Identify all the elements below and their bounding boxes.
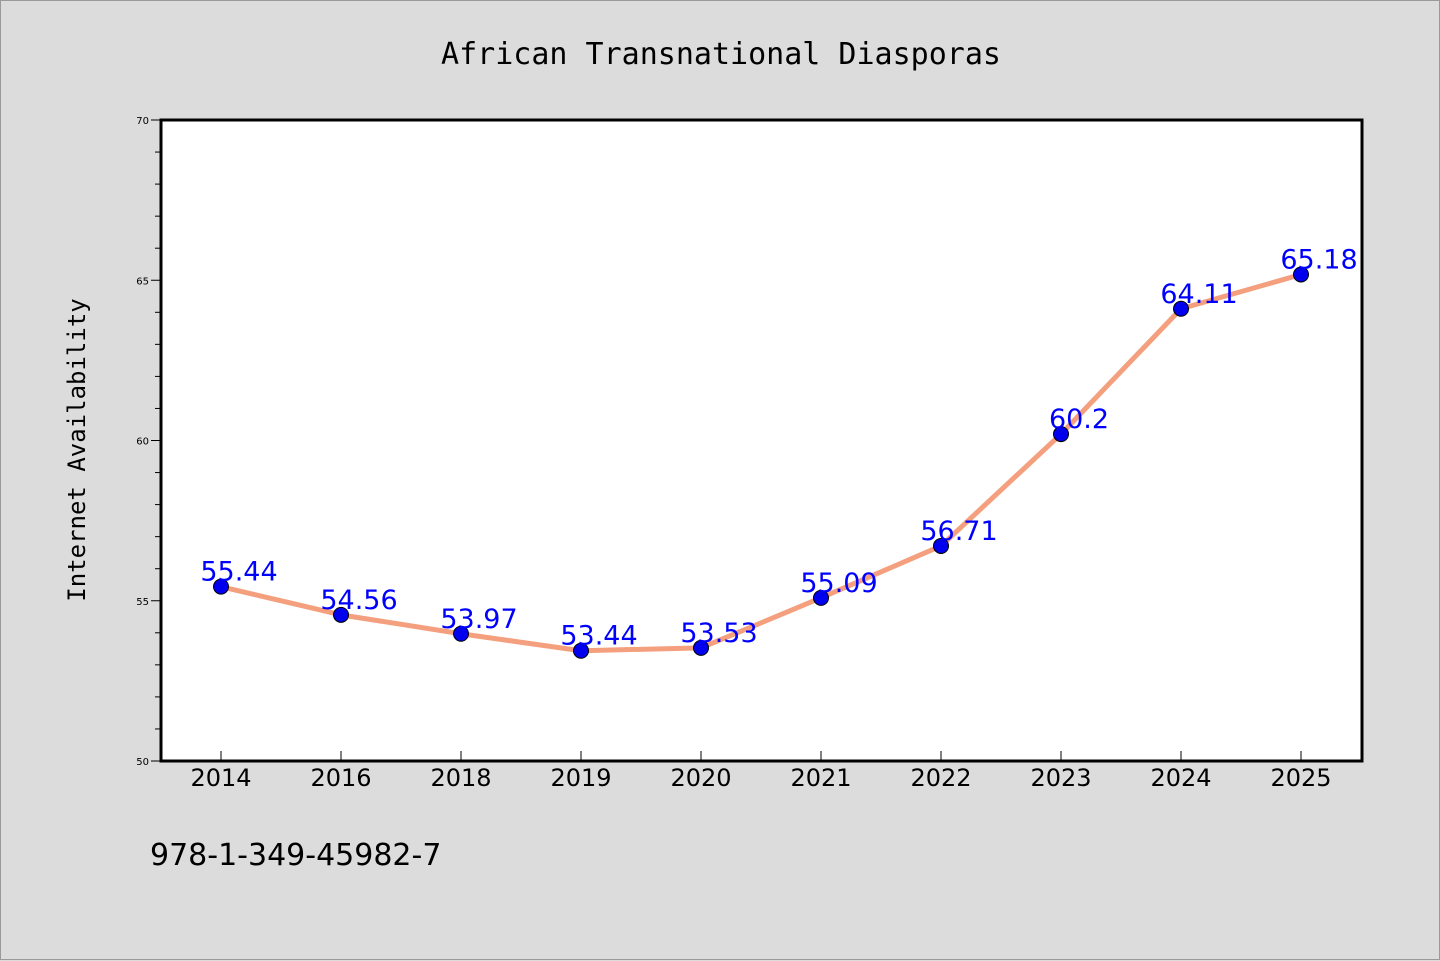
y-tick-label: 50 — [136, 757, 149, 768]
data-labels-group: 55.44 54.56 53.97 53.44 53.53 55.09 56.71 60.2 6… — [200, 244, 1357, 651]
data-label-2020: 53.53 — [680, 618, 757, 649]
data-point-2022 — [933, 537, 949, 554]
data-point-2014 — [213, 578, 229, 595]
chart-title: African Transnational Diasporas — [441, 37, 1001, 72]
series-line-group — [218, 271, 1304, 654]
series-line — [218, 271, 1304, 654]
x-tick-label: 2024 — [1150, 764, 1211, 792]
data-point-2020 — [693, 639, 709, 656]
y-tick-label: 55 — [136, 597, 149, 608]
y-axis: 50 55 60 65 70 — [136, 116, 161, 768]
data-point-2025 — [1293, 266, 1309, 283]
data-label-2024: 64.11 — [1160, 279, 1237, 310]
data-point-2021 — [813, 589, 829, 606]
x-tick-label: 2019 — [550, 764, 611, 792]
data-label-2021: 55.09 — [800, 568, 877, 599]
x-tick-label: 2025 — [1270, 764, 1331, 792]
x-tick-label: 2023 — [1030, 764, 1091, 792]
series-markers-group — [213, 266, 1309, 659]
data-label-2018: 53.97 — [440, 604, 517, 635]
plot-area — [159, 118, 1364, 763]
x-axis: 2014 2016 2018 2019 2020 2021 2022 2023 2024 2025 — [190, 751, 1332, 792]
data-point-2024 — [1173, 300, 1189, 317]
data-point-2023 — [1053, 426, 1069, 443]
data-label-2022: 56.71 — [920, 516, 997, 547]
data-label-2023: 60.2 — [1049, 404, 1109, 435]
data-label-2025: 65.18 — [1280, 244, 1357, 275]
x-tick-label: 2018 — [430, 764, 491, 792]
x-tick-label: 2016 — [310, 764, 371, 792]
data-label-2016: 54.56 — [320, 585, 397, 616]
y-tick-label: 70 — [136, 116, 149, 127]
y-tick-label: 60 — [136, 437, 149, 448]
data-point-2016 — [333, 606, 349, 623]
data-label-2019: 53.44 — [560, 621, 637, 652]
y-axis-label: Internet Availability — [63, 298, 91, 601]
data-label-2014: 55.44 — [200, 557, 277, 588]
x-tick-label: 2014 — [190, 764, 251, 792]
x-tick-label: 2022 — [910, 764, 971, 792]
x-tick-label: 2020 — [670, 764, 731, 792]
data-point-2018 — [453, 625, 469, 642]
y-tick-label: 65 — [136, 276, 149, 287]
data-point-2019 — [573, 642, 589, 659]
x-tick-label: 2021 — [790, 764, 851, 792]
isbn-text: 978-1-349-45982-7 — [150, 838, 441, 873]
